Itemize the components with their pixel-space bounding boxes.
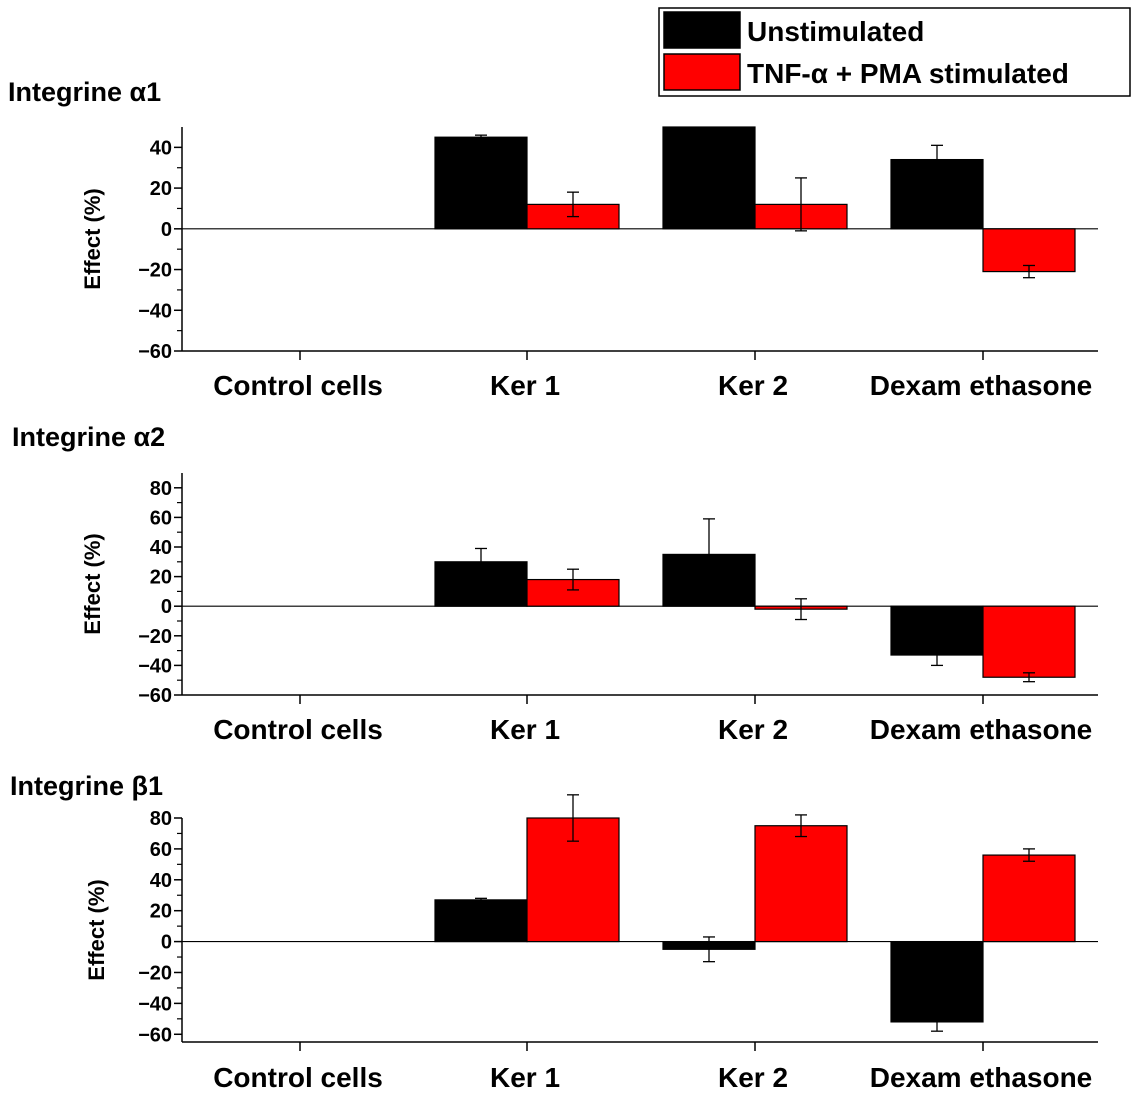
bar-stimulated-3 bbox=[982, 605, 1076, 678]
y-tick-label-4: 20 bbox=[150, 178, 172, 200]
category-label-2: Ker 2 bbox=[718, 714, 788, 745]
bar-unstimulated-2 bbox=[662, 126, 756, 230]
y-tick-label-2: −20 bbox=[138, 962, 172, 984]
category-label-3: Dexam ethasone bbox=[870, 370, 1093, 401]
y-tick-label-4: 20 bbox=[150, 567, 172, 589]
legend-label-1: TNF-α + PMA stimulated bbox=[747, 58, 1069, 89]
y-tick-label-1: −40 bbox=[138, 655, 172, 677]
y-tick-label-7: 80 bbox=[150, 808, 172, 830]
y-tick-label-3: 0 bbox=[161, 219, 172, 241]
chart-panels: Integrine α1 Effect (%) −60 −40 −20 0 20 40 Cont… bbox=[8, 77, 1098, 1093]
panel-2: Integrine α2 Effect (%) −60 −40 −20 0 20 40 60 80… bbox=[12, 422, 1098, 745]
bar-unstimulated-3 bbox=[890, 940, 984, 1023]
y-tick-label-1: −40 bbox=[138, 300, 172, 322]
bar-stimulated-2 bbox=[754, 825, 848, 943]
category-label-3: Dexam ethasone bbox=[870, 714, 1093, 745]
category-label-0: Control cells bbox=[213, 1062, 383, 1093]
y-tick-label-5: 40 bbox=[150, 870, 172, 892]
panel-title: Integrine α1 bbox=[8, 77, 161, 107]
category-label-1: Ker 1 bbox=[490, 714, 560, 745]
category-label-2: Ker 2 bbox=[718, 370, 788, 401]
bar-stimulated-3 bbox=[982, 228, 1076, 273]
legend-swatch-1 bbox=[663, 53, 741, 91]
bar-unstimulated-1 bbox=[434, 899, 528, 943]
legend-swatch-0 bbox=[663, 11, 741, 49]
category-label-0: Control cells bbox=[213, 714, 383, 745]
panel-title: Integrine α2 bbox=[12, 422, 165, 452]
y-tick-label-2: −20 bbox=[138, 260, 172, 282]
y-tick-label-3: 0 bbox=[161, 596, 172, 618]
y-tick-label-5: 40 bbox=[150, 537, 172, 559]
y-tick-label-3: 0 bbox=[161, 932, 172, 954]
category-label-1: Ker 1 bbox=[490, 370, 560, 401]
y-tick-label-6: 60 bbox=[150, 507, 172, 529]
y-tick-label-0: −60 bbox=[138, 685, 172, 707]
category-label-2: Ker 2 bbox=[718, 1062, 788, 1093]
y-tick-label-0: −60 bbox=[138, 1024, 172, 1046]
bar-unstimulated-1 bbox=[434, 136, 528, 230]
legend: Unstimulated TNF-α + PMA stimulated bbox=[658, 7, 1131, 97]
y-tick-label-6: 60 bbox=[150, 839, 172, 861]
y-tick-label-7: 80 bbox=[150, 478, 172, 500]
category-label-3: Dexam ethasone bbox=[870, 1062, 1093, 1093]
y-tick-label-1: −40 bbox=[138, 993, 172, 1015]
y-axis-label: Effect (%) bbox=[84, 879, 109, 980]
bar-stimulated-3 bbox=[982, 854, 1076, 943]
category-label-1: Ker 1 bbox=[490, 1062, 560, 1093]
y-axis-label: Effect (%) bbox=[80, 188, 105, 289]
y-tick-label-5: 40 bbox=[150, 137, 172, 159]
category-label-0: Control cells bbox=[213, 370, 383, 401]
y-tick-label-2: −20 bbox=[138, 626, 172, 648]
panel-3: Integrine β1 Effect (%) −60 −40 −20 0 20 40 60 80… bbox=[10, 771, 1098, 1093]
y-tick-label-4: 20 bbox=[150, 901, 172, 923]
panel-title: Integrine β1 bbox=[10, 771, 163, 801]
y-axis-label: Effect (%) bbox=[80, 533, 105, 634]
y-tick-label-0: −60 bbox=[138, 341, 172, 363]
panel-1: Integrine α1 Effect (%) −60 −40 −20 0 20 40 Cont… bbox=[8, 77, 1098, 401]
legend-label-0: Unstimulated bbox=[747, 16, 924, 47]
